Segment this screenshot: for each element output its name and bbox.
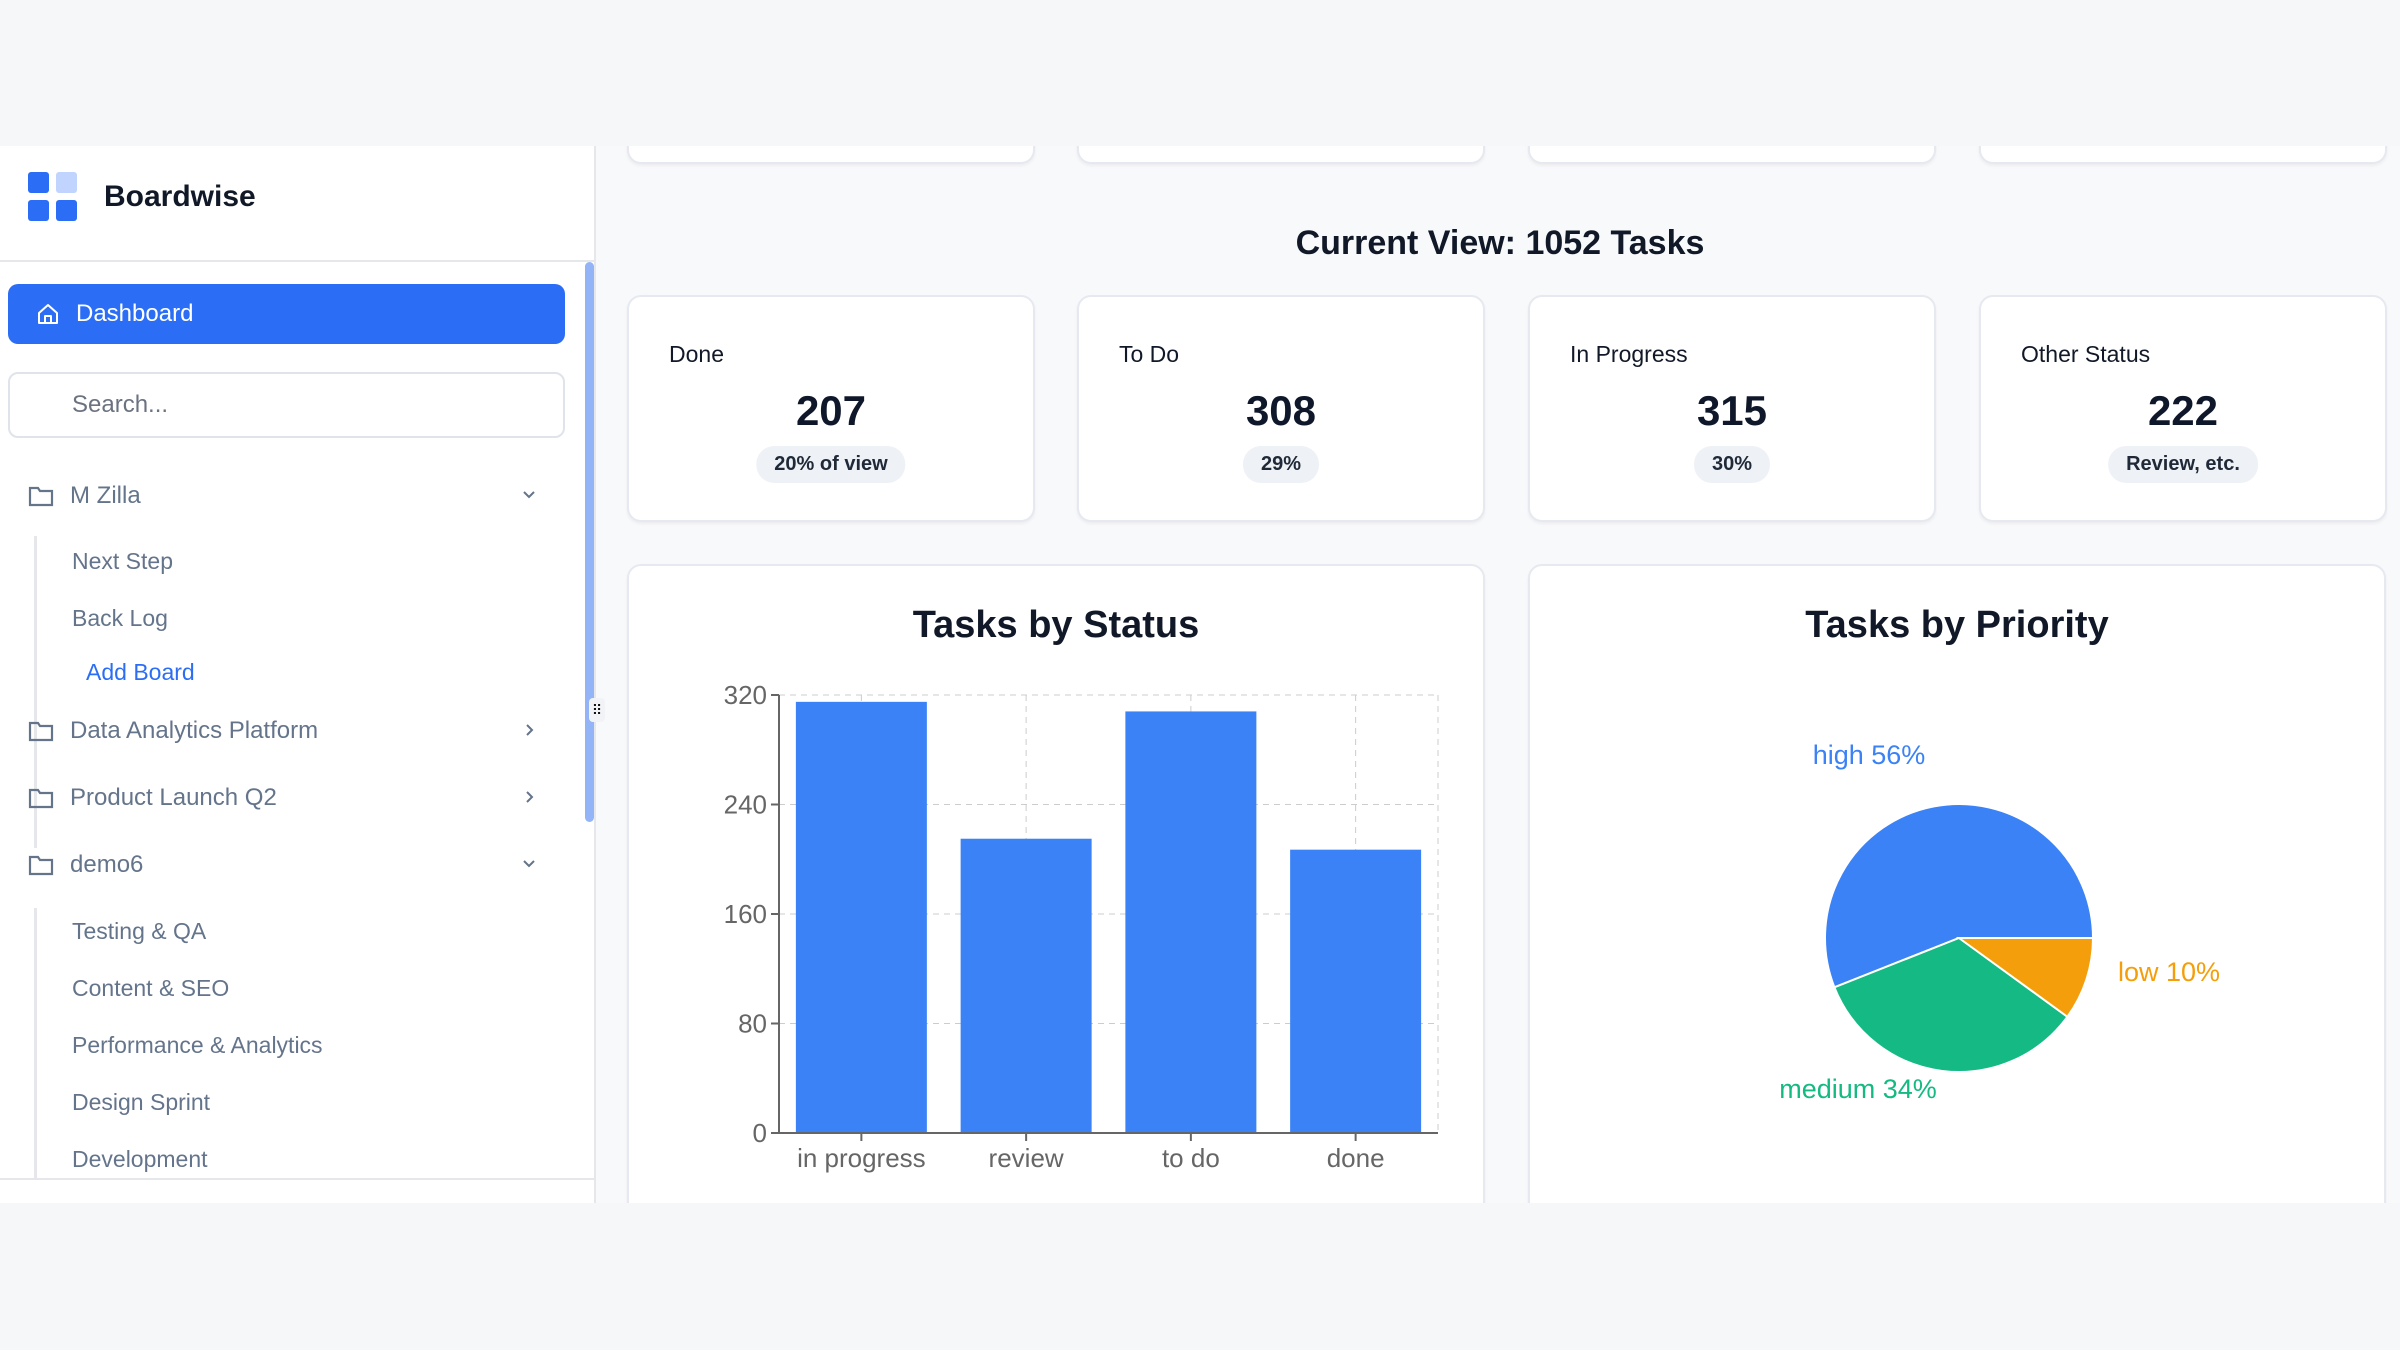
folder-label: M Zilla [70, 482, 141, 509]
chevron-right-icon[interactable] [520, 788, 538, 806]
sidebar-header: Boardwise [0, 146, 594, 262]
stat-label: To Do [1119, 341, 1180, 367]
folder-label: Product Launch Q2 [70, 784, 277, 811]
stat-value: 315 [1696, 387, 1768, 434]
bar-chart-card: Tasks by Status 0 80 160 240 320 in progress r… [627, 564, 1485, 1203]
partial-card [1528, 146, 1936, 164]
chart-title: Tasks by Priority [1805, 604, 2109, 646]
folder-data-analytics-platform[interactable]: Data Analytics Platform [28, 711, 538, 751]
folder-label: Data Analytics Platform [70, 717, 319, 744]
board-item[interactable]: Design Sprint [72, 1089, 211, 1115]
y-tick-label: 240 [724, 790, 767, 820]
resize-handle-icon[interactable]: ⠿ [589, 698, 605, 722]
bar-done [1290, 849, 1422, 1133]
add-board-link[interactable]: Add Board [86, 659, 195, 685]
partial-card [1979, 146, 2387, 164]
y-tick-label: 160 [724, 899, 767, 929]
board-item[interactable]: Performance & Analytics [72, 1032, 323, 1058]
partial-card [1077, 146, 1485, 164]
x-tick-label: done [1327, 1143, 1385, 1173]
board-item[interactable]: Testing & QA [72, 918, 207, 944]
sidebar-footer-divider [0, 1178, 594, 1180]
folder-icon [28, 721, 54, 742]
stat-badge: 30% [1693, 446, 1771, 483]
sidebar-item-dashboard[interactable]: Dashboard [8, 284, 565, 344]
partial-card [627, 146, 1035, 164]
pie-slice-low [1955, 937, 2095, 1019]
board-item[interactable]: Content & SEO [72, 975, 230, 1001]
home-icon [38, 304, 58, 324]
chevron-down-icon[interactable] [520, 486, 538, 504]
pie-label: medium 34% [1779, 1074, 1937, 1104]
chevron-right-icon[interactable] [520, 721, 538, 739]
folder-icon [28, 855, 54, 876]
stat-value: 222 [2147, 387, 2219, 434]
brand-name: Boardwise [104, 180, 256, 213]
bar-review [960, 838, 1092, 1133]
stat-badge: 20% of view [756, 446, 906, 483]
x-tick-label: to do [1162, 1143, 1220, 1173]
y-tick-label: 0 [753, 1118, 767, 1148]
pie-slice-high [1824, 803, 2095, 989]
folder-m-zilla[interactable]: M Zilla [28, 476, 538, 516]
stat-label: In Progress [1570, 341, 1688, 367]
folder-icon [28, 788, 54, 809]
sidebar-scrollbar[interactable] [585, 262, 594, 822]
stat-badge: Review, etc. [2108, 446, 2258, 483]
tree-guide [34, 536, 37, 848]
stat-card-to-do: To Do 308 29% [1077, 295, 1485, 522]
pie-chart: high 56% medium 34% low 10% [1779, 740, 2220, 1104]
stat-card-done: Done 207 20% of view [627, 295, 1035, 522]
pie-label: high 56% [1813, 740, 1926, 770]
chart-title: Tasks by Status [912, 604, 1200, 646]
bar-in-progress [795, 701, 927, 1133]
board-item[interactable]: Development [72, 1146, 208, 1172]
stat-card-in-progress: In Progress 315 30% [1528, 295, 1936, 522]
bar-to-do [1125, 711, 1257, 1133]
sidebar: Boardwise Dashboard M Zilla Next Step Ba… [0, 146, 596, 1203]
pie-label: low 10% [2118, 957, 2220, 987]
stat-value: 207 [795, 387, 867, 434]
dashboard-label: Dashboard [76, 300, 194, 327]
folder-product-launch-q2[interactable]: Product Launch Q2 [28, 778, 538, 818]
pie-slice-medium [1833, 936, 2069, 1073]
x-tick-label: review [989, 1143, 1064, 1173]
stat-value: 308 [1245, 387, 1317, 434]
bar-chart: 0 80 160 240 320 in progress review to do done [724, 680, 1439, 1173]
page-title: Current View: 1052 Tasks [1295, 224, 1705, 262]
y-tick-label: 320 [724, 680, 767, 710]
app: Boardwise Dashboard M Zilla Next Step Ba… [0, 146, 2400, 1203]
stat-card-other-status: Other Status 222 Review, etc. [1979, 295, 2387, 522]
folder-demo6[interactable]: demo6 [28, 845, 538, 885]
x-tick-label: in progress [797, 1143, 926, 1173]
logo-icon [28, 172, 78, 222]
board-item[interactable]: Back Log [72, 605, 168, 631]
stat-label: Done [669, 341, 724, 367]
folder-label: demo6 [70, 851, 144, 878]
board-item[interactable]: Next Step [72, 548, 173, 574]
folder-icon [28, 486, 54, 507]
chevron-down-icon[interactable] [520, 855, 538, 873]
search-input[interactable] [8, 372, 565, 438]
stat-badge: 29% [1242, 446, 1320, 483]
y-tick-label: 80 [738, 1009, 767, 1039]
stat-label: Other Status [2021, 341, 2151, 367]
pie-chart-card: Tasks by Priority high 56% medium 34% low … [1528, 564, 2386, 1203]
tree-guide [34, 908, 37, 1178]
